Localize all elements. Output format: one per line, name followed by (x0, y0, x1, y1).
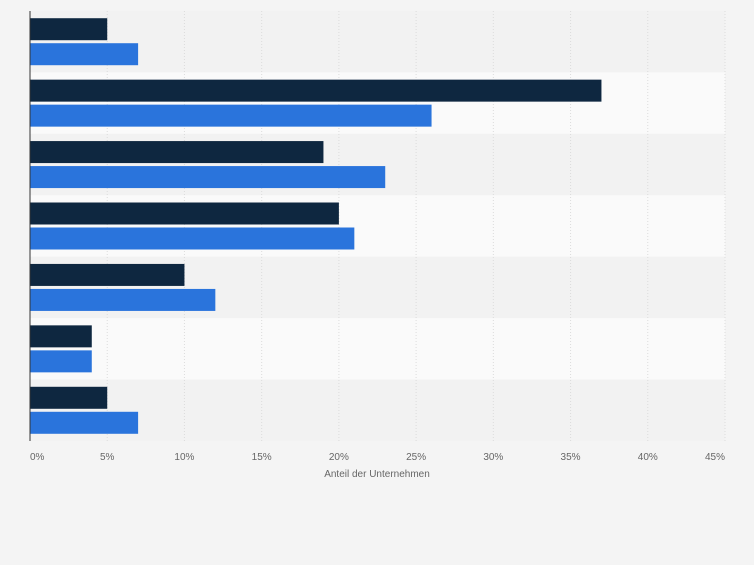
x-tick-label: 30% (483, 452, 503, 463)
x-tick-label: 10% (174, 452, 194, 463)
bar-series-1-row-2[interactable] (30, 79, 602, 102)
row-bands (30, 11, 725, 441)
bar-series-2-row-4[interactable] (30, 227, 355, 250)
bars (30, 18, 602, 434)
row-band (30, 379, 725, 441)
bar-series-1-row-6[interactable] (30, 325, 92, 348)
x-tick-label: 20% (329, 452, 349, 463)
bar-series-1-row-7[interactable] (30, 386, 108, 409)
x-tick-label: 25% (406, 452, 426, 463)
x-axis-label: Anteil der Unternehmen (324, 469, 430, 480)
row-band (30, 11, 725, 73)
x-tick-label: 45% (705, 452, 725, 463)
bar-series-2-row-1[interactable] (30, 43, 139, 66)
bar-series-2-row-3[interactable] (30, 166, 386, 189)
bar-series-1-row-3[interactable] (30, 141, 324, 164)
x-tick-labels: 0% 5% 10% 15% 20% 25% 30% 35% 40% 45% (30, 452, 725, 463)
x-tick-label: 35% (561, 452, 581, 463)
bar-series-1-row-5[interactable] (30, 263, 185, 286)
bar-series-1-row-1[interactable] (30, 18, 108, 41)
bar-series-2-row-5[interactable] (30, 288, 216, 311)
bar-series-1-row-4[interactable] (30, 202, 339, 225)
row-band (30, 318, 725, 380)
x-tick-label: 40% (638, 452, 658, 463)
x-tick-label: 15% (252, 452, 272, 463)
bar-series-2-row-7[interactable] (30, 411, 139, 434)
x-tick-label: 0% (30, 452, 45, 463)
bar-series-2-row-6[interactable] (30, 350, 92, 373)
bar-series-2-row-2[interactable] (30, 104, 432, 127)
x-tick-label: 5% (100, 452, 115, 463)
